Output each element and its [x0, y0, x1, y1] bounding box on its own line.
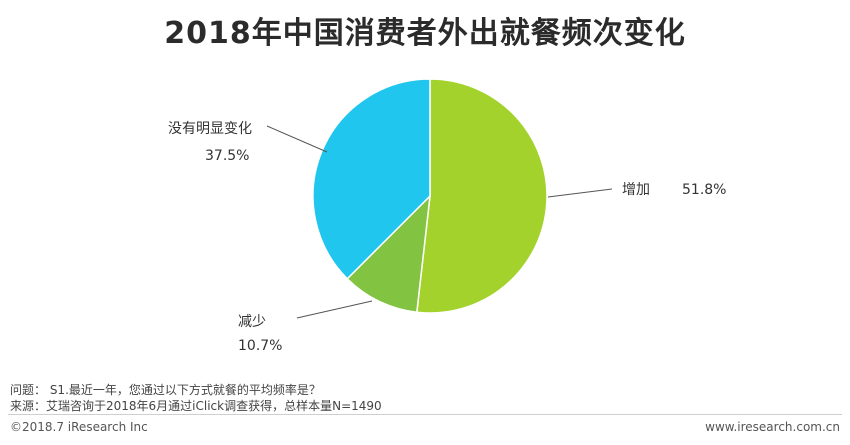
website-url: www.iresearch.com.cn: [705, 420, 840, 434]
slice-label-1: 增加: [622, 182, 650, 198]
source-note: 来源：艾瑞咨询于2018年6月通过iClick调查获得，总样本量N=1490: [10, 399, 382, 413]
leader-line-2: [296, 300, 373, 319]
slice-label-2: 减少: [238, 314, 266, 330]
slice-value-2: 10.7%: [238, 338, 282, 354]
question-note: 问题： S1.最近一年，您通过以下方式就餐的平均频率是？: [10, 383, 321, 397]
slice-value-1: 51.8%: [682, 182, 726, 198]
copyright-text: ©2018.7 iResearch Inc: [10, 420, 148, 434]
chart-title: 2018年中国消费者外出就餐频次变化: [164, 16, 686, 51]
slice-label-3: 没有明显变化: [168, 121, 252, 137]
pie-slice-1: [415, 78, 548, 314]
footer-divider: [8, 414, 842, 415]
pie-slice-3: [312, 78, 431, 280]
leader-line-1: [547, 188, 613, 198]
pie-slice-2: [346, 193, 431, 314]
leader-line-3: [266, 125, 328, 153]
slice-value-3: 37.5%: [205, 148, 249, 164]
